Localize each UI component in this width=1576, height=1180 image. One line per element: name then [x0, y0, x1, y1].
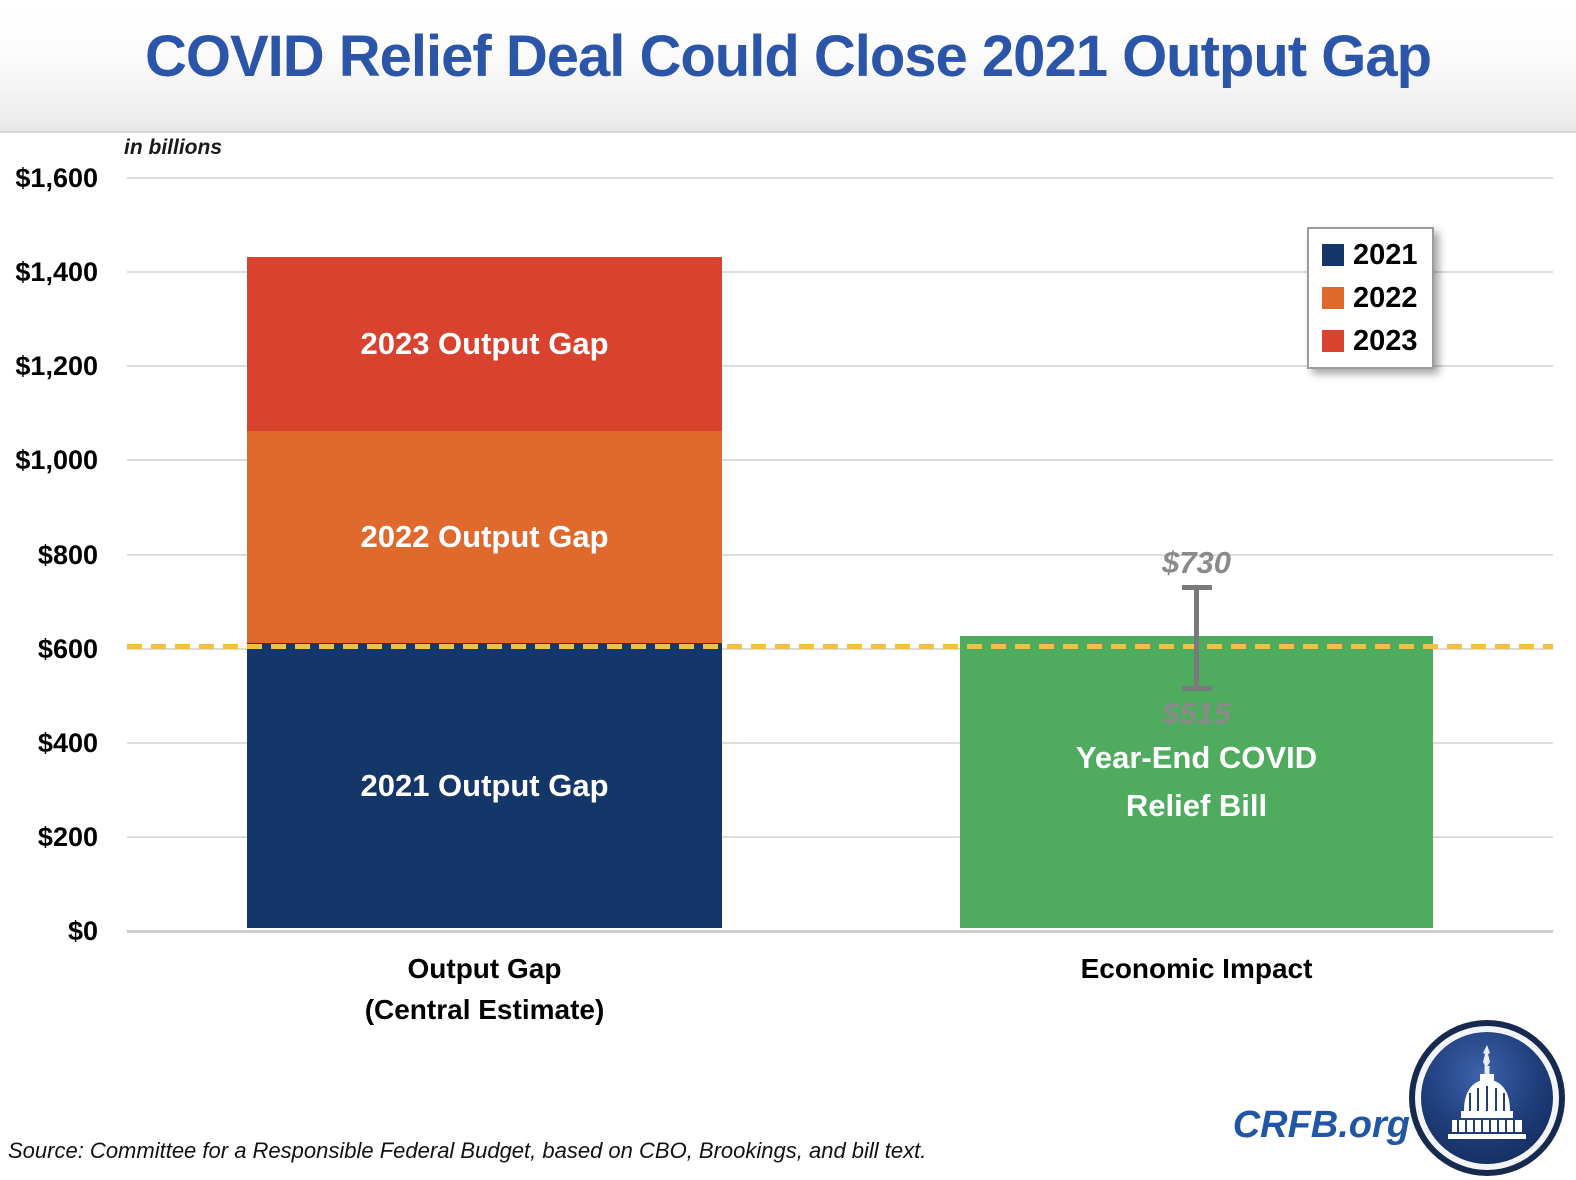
gridline-1000 — [127, 459, 1553, 462]
legend-swatch-2023 — [1322, 330, 1344, 352]
y-tick-label: $1,200 — [15, 351, 98, 382]
bar-segment-2021: 2021 Output Gap — [247, 643, 722, 928]
legend-item-2021: 2021 — [1322, 240, 1418, 270]
chart-title: COVID Relief Deal Could Close 2021 Outpu… — [144, 24, 1432, 89]
y-tick-label: $1,600 — [15, 163, 98, 193]
bar-output-gap-central-estimate-: 2021 Output Gap 2022 Output Gap 2023 Outpu… — [247, 178, 722, 928]
gridline-800 — [127, 553, 1553, 556]
error-bar-cap-low — [1181, 686, 1212, 692]
error-bar-low-value: $515 — [1162, 695, 1231, 731]
error-bar-cap-high — [1181, 584, 1212, 590]
y-tick-label: $600 — [37, 633, 98, 664]
y-tick-label: $200 — [37, 821, 98, 852]
legend-label: 2021 — [1353, 239, 1418, 271]
gridline-400 — [127, 741, 1553, 744]
capitol-dome-logo-icon — [1409, 1020, 1565, 1176]
gridline-1200 — [127, 365, 1553, 368]
gridline-200 — [127, 835, 1553, 838]
legend-swatch-2021 — [1322, 244, 1344, 266]
y-tick-label: $400 — [37, 727, 98, 758]
bar-segment-2023: 2023 Output Gap — [247, 257, 722, 432]
error-bar-high-value: $730 — [1162, 545, 1231, 581]
gridline-1600 — [127, 177, 1553, 179]
legend-item-2022: 2022 — [1322, 283, 1418, 313]
bar-segment-label: 2022 Output Gap — [360, 519, 609, 555]
y-tick-label: $800 — [37, 539, 98, 570]
reference-dashed-line — [127, 644, 1553, 650]
brand-site-text: CRFB.org — [1232, 1104, 1410, 1146]
header-band — [0, 0, 1576, 133]
x-category-label: Output Gap (Central Estimate) — [364, 953, 605, 1025]
legend-label: 2023 — [1353, 325, 1418, 357]
bar-segment-2022: 2022 Output Gap — [247, 431, 722, 644]
y-tick-label: $1,000 — [15, 445, 98, 476]
error-bar-line — [1194, 587, 1199, 689]
gridline-1400 — [127, 271, 1553, 274]
bar-segment-label: 2023 Output Gap — [360, 326, 609, 362]
y-tick-label: $0 — [67, 916, 98, 946]
legend: 2021 2022 2023 — [1307, 227, 1434, 369]
bar-segment-label: Year-End COVID Relief Bill — [1075, 740, 1318, 824]
legend-item-2023: 2023 — [1322, 326, 1418, 356]
legend-swatch-2022 — [1322, 287, 1344, 309]
source-note: Source: Committee for a Responsible Fede… — [8, 1138, 927, 1163]
plot-area: 2021 Output Gap 2022 Output Gap 2023 Outpu… — [127, 177, 1553, 933]
y-tick-label: $1,400 — [15, 257, 98, 288]
units-note: in billions — [124, 136, 222, 159]
bar-segment-label: 2021 Output Gap — [360, 767, 609, 803]
x-category-label: Economic Impact — [1080, 953, 1313, 984]
gridline-0 — [127, 930, 1553, 933]
legend-label: 2022 — [1353, 282, 1418, 314]
